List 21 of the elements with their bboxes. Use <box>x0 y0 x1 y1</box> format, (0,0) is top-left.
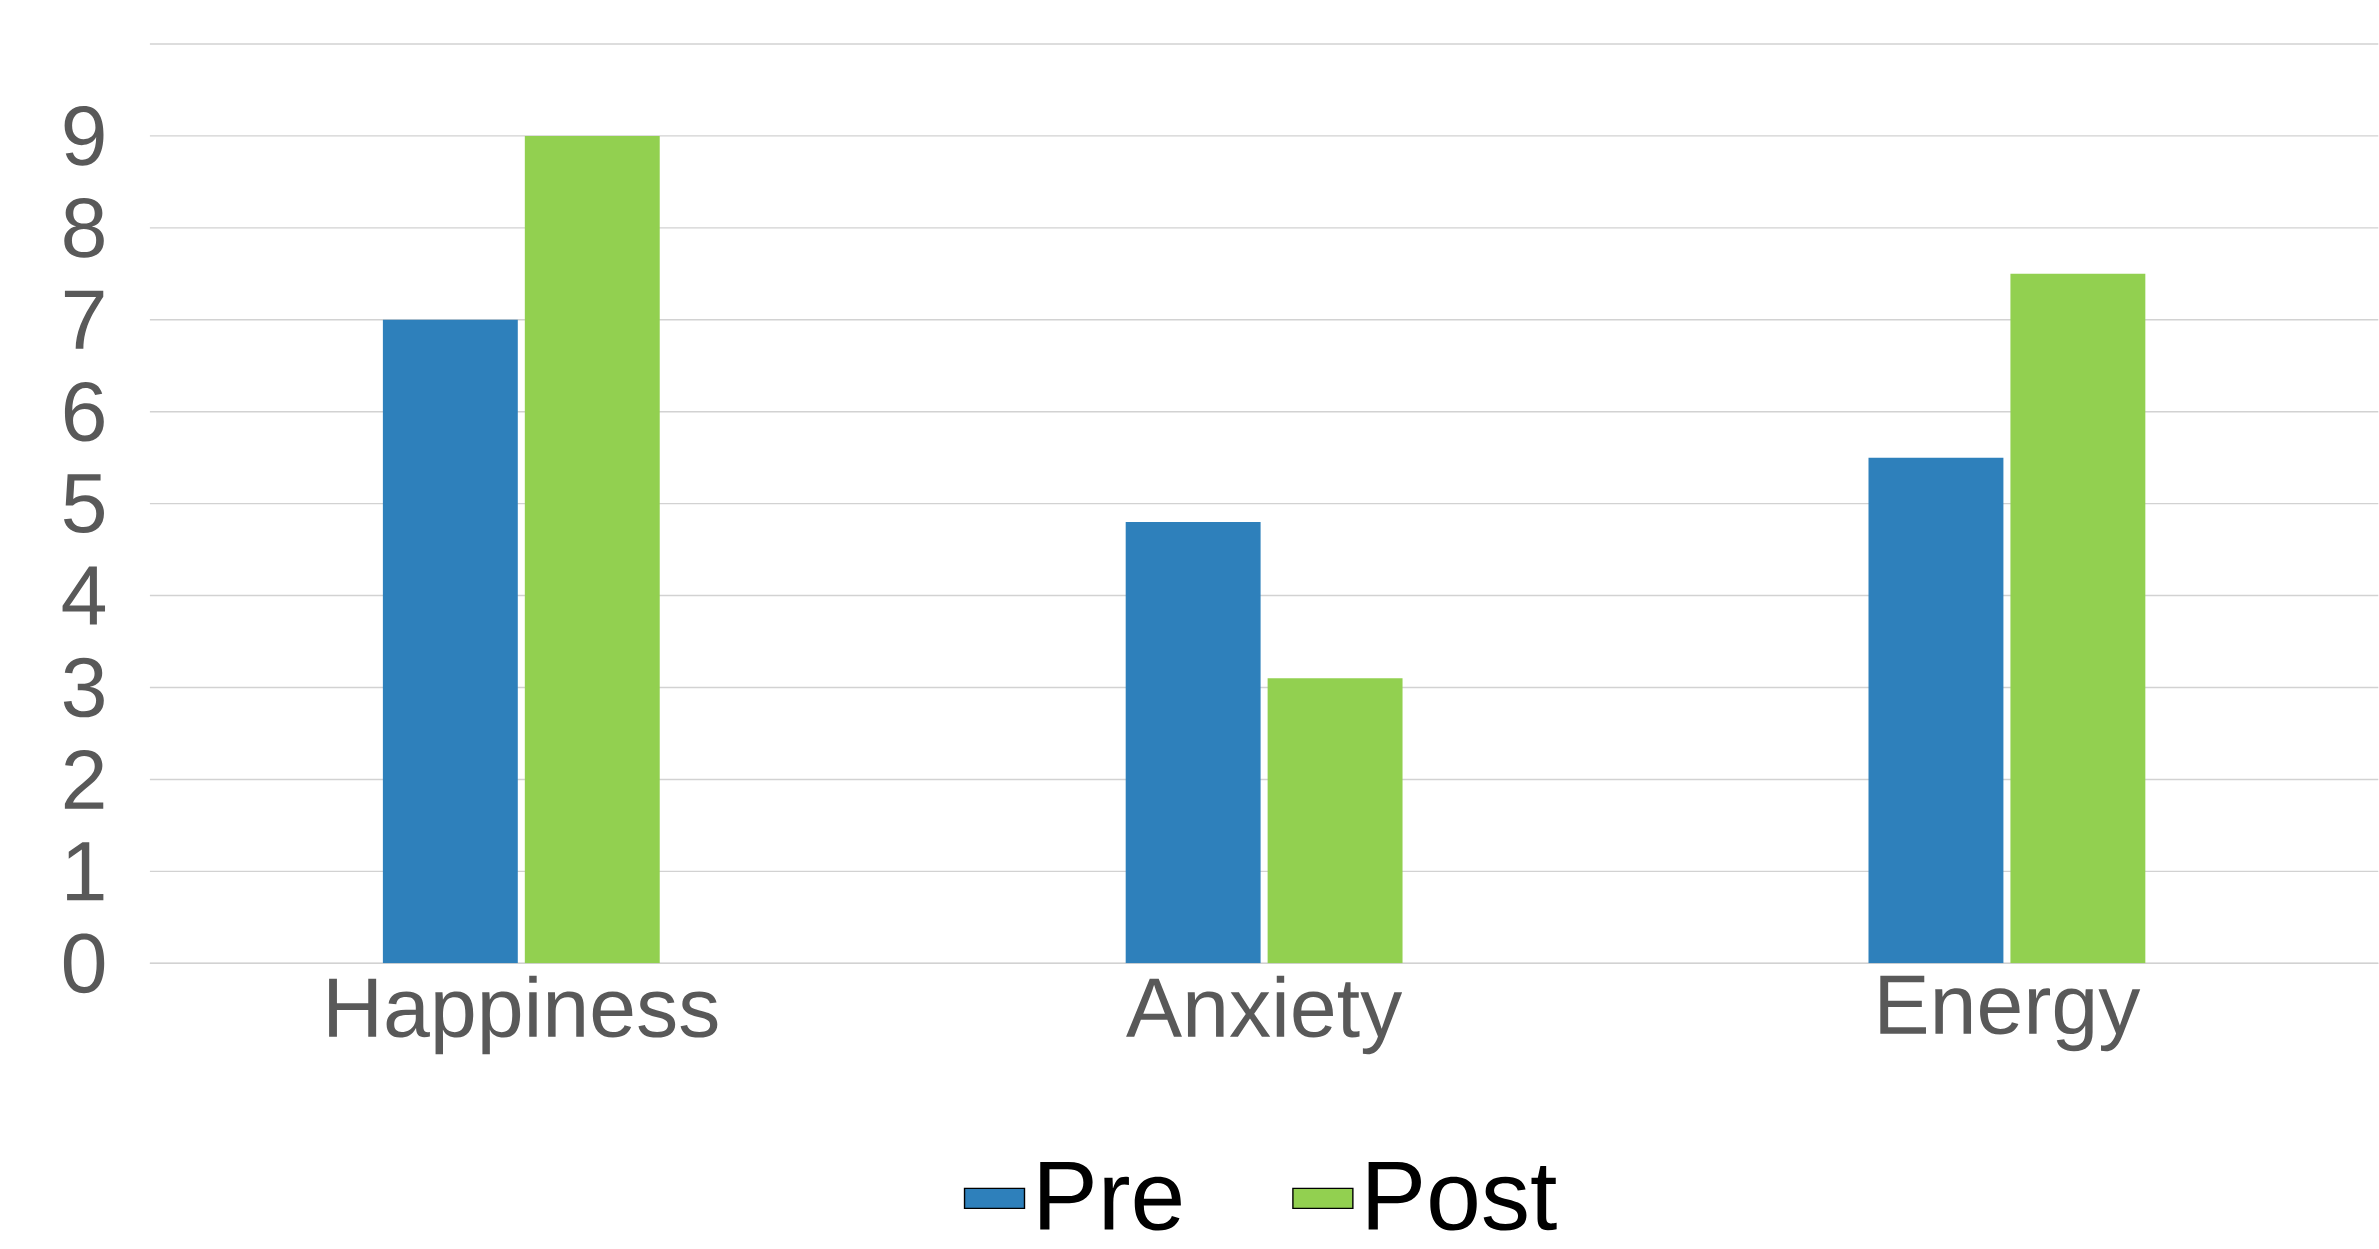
y-tick-label: 3 <box>63 657 104 718</box>
y-tick-label: 7 <box>64 290 104 349</box>
y-tick-label: 2 <box>64 750 104 809</box>
y-tick-label: 0 <box>63 933 105 994</box>
y-tick-label: 4 <box>62 566 106 625</box>
bar <box>1267 678 1403 964</box>
legend-label: Post <box>1368 1161 1557 1231</box>
y-tick-label: 1 <box>67 842 104 901</box>
bar <box>1125 522 1261 964</box>
legend-label: Pre <box>1040 1161 1181 1231</box>
x-tick-label: Happiness <box>329 975 718 1055</box>
y-tick-label: 9 <box>64 106 104 166</box>
y-tick-label: 5 <box>64 474 104 534</box>
x-tick-label: Energy <box>1880 975 2141 1052</box>
y-tick-label: 8 <box>64 198 104 258</box>
bar <box>2010 273 2146 964</box>
bar <box>1868 457 2004 964</box>
bar <box>524 135 660 964</box>
bar <box>382 319 518 964</box>
x-tick-label: Anxiety <box>1126 975 1403 1055</box>
y-tick-label: 6 <box>64 381 104 442</box>
